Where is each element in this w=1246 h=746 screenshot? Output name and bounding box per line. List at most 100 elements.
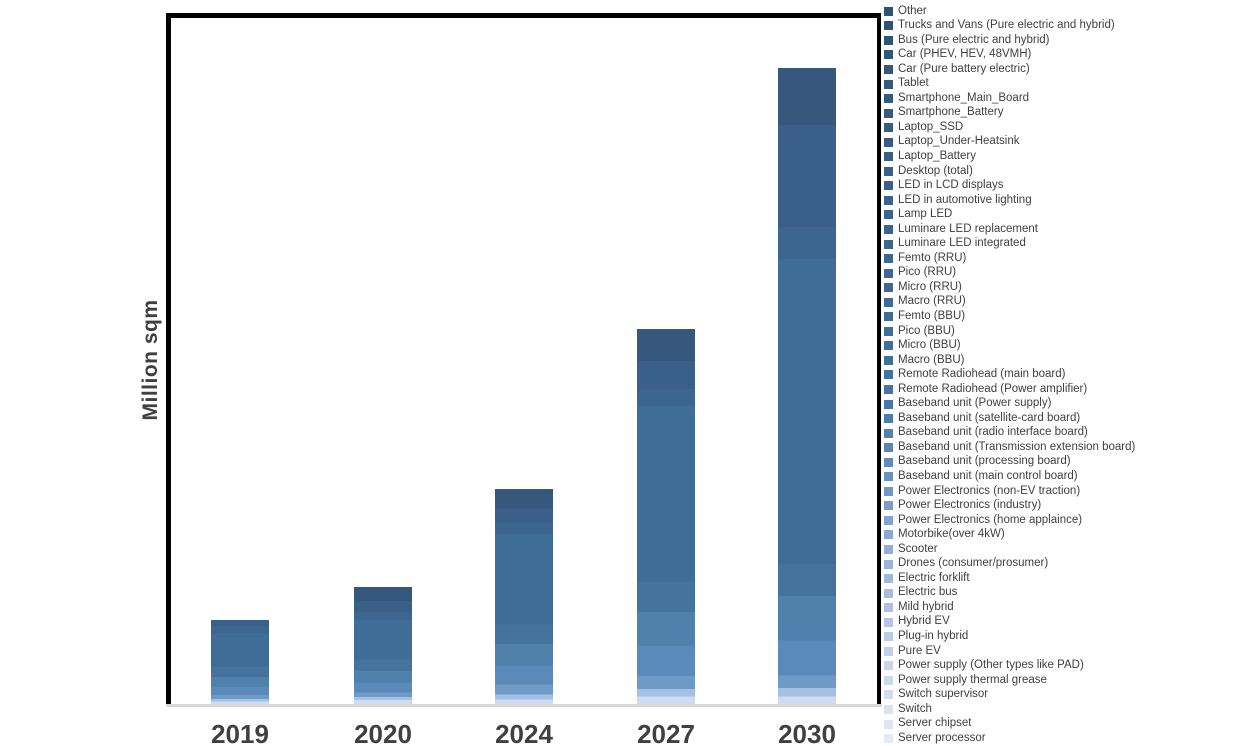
legend-item: Mild hybrid (884, 600, 1135, 615)
legend-swatch-icon (884, 195, 893, 205)
legend-label: Electric forklift (898, 571, 970, 584)
legend-item: Car (Pure battery electric) (884, 62, 1135, 77)
legend-label: Other (898, 4, 927, 17)
legend-label: Plug-in hybrid (898, 630, 969, 643)
legend: Other Trucks and Vans (Pure electric and … (884, 4, 1135, 746)
legend-swatch-icon (884, 152, 893, 162)
legend-swatch-icon (884, 559, 893, 569)
legend-label: LED in automotive lighting (898, 193, 1032, 206)
legend-label: Power Electronics (industry) (898, 499, 1042, 512)
legend-item: Baseband unit (satellite-card board) (884, 411, 1135, 426)
legend-swatch-icon (884, 428, 893, 438)
legend-item: Server processor (884, 731, 1135, 746)
legend-item: Pico (RRU) (884, 266, 1135, 281)
legend-swatch-icon (884, 297, 893, 307)
legend-item: Other (884, 4, 1135, 19)
legend-swatch-icon (884, 617, 893, 627)
legend-label: Micro (RRU) (898, 280, 962, 293)
legend-item: Power Electronics (industry) (884, 499, 1135, 514)
legend-item: Remote Radiohead (main board) (884, 368, 1135, 383)
legend-swatch-icon (884, 6, 893, 16)
x-axis-label-2024: 2024 (495, 719, 553, 746)
legend-item: Electric forklift (884, 571, 1135, 586)
legend-label: Femto (RRU) (898, 251, 967, 264)
legend-swatch-icon (884, 64, 893, 74)
legend-label: Drones (consumer/prosumer) (898, 557, 1049, 570)
legend-item: Switch (884, 702, 1135, 717)
legend-label: Tablet (898, 77, 929, 90)
legend-swatch-icon (884, 326, 893, 336)
legend-label: Smartphone_Main_Board (898, 91, 1030, 104)
stacked-bar-2030 (778, 68, 836, 704)
legend-item: Micro (RRU) (884, 280, 1135, 295)
legend-label: Switch supervisor (898, 688, 989, 701)
legend-swatch-icon (884, 312, 893, 322)
legend-label: Laptop_Battery (898, 149, 977, 162)
x-axis-label-2027: 2027 (637, 719, 695, 746)
legend-swatch-icon (884, 486, 893, 496)
legend-swatch-icon (884, 166, 893, 176)
legend-item: Laptop_Under-Heatsink (884, 135, 1135, 150)
legend-label: Server chipset (898, 717, 972, 730)
legend-swatch-icon (884, 137, 893, 147)
legend-item: Laptop_SSD (884, 120, 1135, 135)
legend-item: Baseband unit (main control board) (884, 470, 1135, 485)
legend-swatch-icon (884, 603, 893, 613)
legend-item: Remote Radiohead (Power amplifier) (884, 382, 1135, 397)
legend-swatch-icon (884, 123, 893, 133)
stacked-bar-2019 (211, 620, 269, 704)
legend-label: Bus (Pure electric and hybrid) (898, 33, 1050, 46)
legend-label: Server processor (898, 731, 986, 744)
legend-item: Tablet (884, 77, 1135, 92)
legend-swatch-icon (884, 370, 893, 380)
legend-item: Hybrid EV (884, 615, 1135, 630)
legend-swatch-icon (884, 181, 893, 191)
legend-swatch-icon (884, 399, 893, 409)
legend-label: Pure EV (898, 644, 941, 657)
stacked-bar-2027 (637, 329, 695, 704)
legend-item: Baseband unit (Transmission extension bo… (884, 440, 1135, 455)
legend-label: Remote Radiohead (Power amplifier) (898, 382, 1088, 395)
legend-swatch-icon (884, 239, 893, 249)
legend-swatch-icon (884, 501, 893, 511)
legend-swatch-icon (884, 94, 893, 104)
legend-item: Smartphone_Main_Board (884, 91, 1135, 106)
legend-label: Femto (BBU) (898, 310, 966, 322)
stacked-bar-2020 (354, 587, 412, 704)
legend-item: Macro (BBU) (884, 353, 1135, 368)
legend-swatch-icon (884, 457, 893, 467)
legend-swatch-icon (884, 50, 893, 60)
legend-swatch-icon (884, 268, 893, 278)
legend-label: Power supply (Other types like PAD) (898, 659, 1084, 672)
legend-item: Pico (BBU) (884, 324, 1135, 339)
legend-label: Pico (RRU) (898, 266, 957, 279)
legend-swatch-icon (884, 515, 893, 525)
plot-area (166, 13, 881, 706)
legend-item: Pure EV (884, 644, 1135, 659)
legend-swatch-icon (884, 443, 893, 453)
legend-swatch-icon (884, 254, 893, 264)
legend-label: Switch (898, 702, 932, 715)
legend-swatch-icon (884, 661, 893, 671)
legend-swatch-icon (884, 341, 893, 351)
legend-swatch-icon (884, 574, 893, 584)
legend-swatch-icon (884, 675, 893, 685)
legend-swatch-icon (884, 384, 893, 394)
x-axis-baseline (166, 704, 882, 707)
legend-item: Power supply thermal grease (884, 673, 1135, 688)
legend-item: Bus (Pure electric and hybrid) (884, 33, 1135, 48)
legend-swatch-icon (884, 355, 893, 365)
legend-item: Plug-in hybrid (884, 630, 1135, 645)
legend-swatch-icon (884, 283, 893, 293)
legend-label: Remote Radiohead (main board) (898, 368, 1066, 381)
legend-swatch-icon (884, 414, 893, 424)
legend-swatch-icon (884, 545, 893, 554)
legend-label: Baseband unit (processing board) (898, 455, 1071, 468)
legend-label: Luminare LED integrated (898, 237, 1026, 250)
legend-label: Laptop_SSD (898, 120, 964, 133)
legend-item: Motorbike(over 4kW) (884, 528, 1135, 543)
legend-swatch-icon (884, 224, 893, 234)
legend-item: Desktop (total) (884, 164, 1135, 179)
legend-label: Pico (BBU) (898, 324, 955, 337)
legend-item: Power Electronics (home applaince) (884, 513, 1135, 528)
